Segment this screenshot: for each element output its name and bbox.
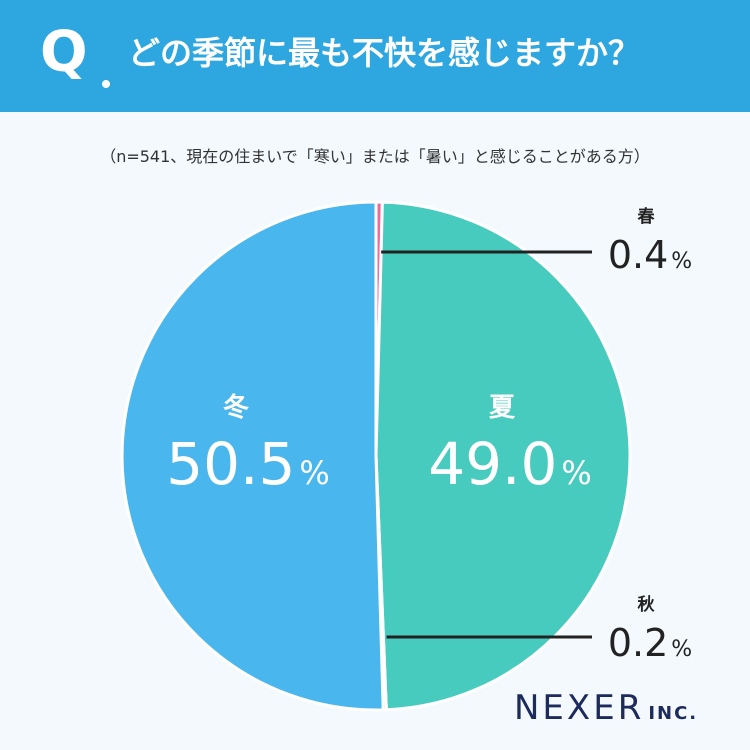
slice-label: 冬	[223, 393, 249, 423]
question-q-dot	[102, 80, 110, 88]
pie-slices	[120, 200, 632, 712]
slice-value-label: 49.0%	[428, 430, 592, 498]
slice-label: 秋	[638, 594, 656, 615]
pie-callouts	[381, 250, 592, 639]
slice-value-label: 0.4%	[608, 233, 692, 277]
slice-value-label: 0.2%	[608, 621, 692, 665]
logo-main-text: NEXER	[514, 688, 645, 728]
logo-sub-text: INC.	[648, 703, 699, 724]
pie-slice-2	[374, 200, 632, 712]
question-q-mark: Q	[40, 20, 88, 85]
pie-labels: 春 0.4 % 夏 49.0 % 秋 0.2 % 冬 50.5%	[166, 206, 692, 665]
nexer-logo: NEXER INC.	[514, 688, 698, 734]
pie-slice-4	[120, 200, 385, 712]
question-text: どの季節に最も不快を感じますか？	[128, 34, 641, 72]
sample-note: （n=541、現在の住まいで「寒い」または「暑い」と感じることがある方）	[100, 147, 650, 166]
slice-value-label: 50.5%	[166, 430, 330, 498]
slice-label: 夏	[489, 393, 516, 423]
question-header: Q どの季節に最も不快を感じますか？	[0, 0, 750, 112]
slice-label: 春	[638, 206, 655, 227]
